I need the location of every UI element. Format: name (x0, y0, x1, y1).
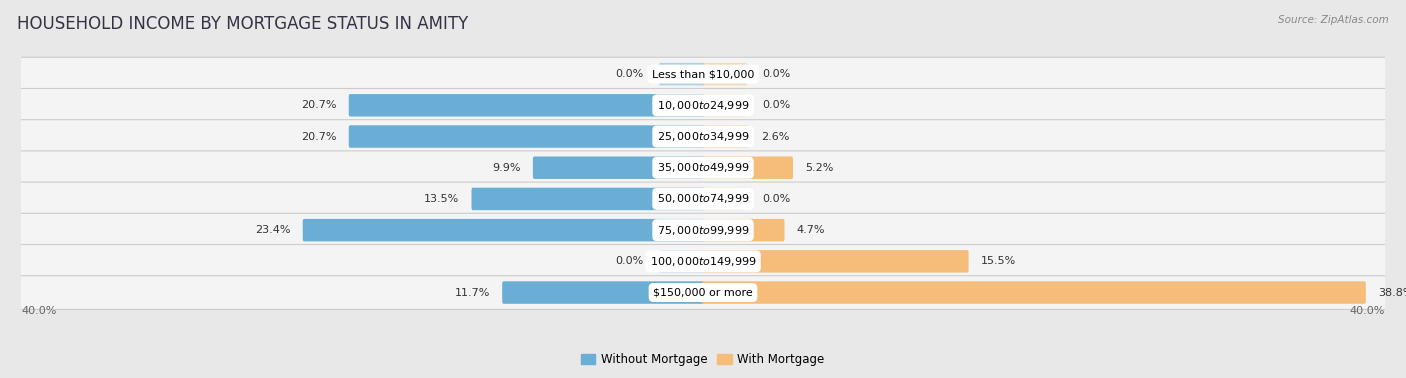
Text: 2.6%: 2.6% (761, 132, 789, 141)
FancyBboxPatch shape (10, 120, 1396, 153)
Text: 40.0%: 40.0% (21, 306, 56, 316)
FancyBboxPatch shape (10, 213, 1396, 247)
Text: 0.0%: 0.0% (762, 194, 792, 204)
FancyBboxPatch shape (702, 125, 748, 148)
FancyBboxPatch shape (702, 156, 793, 179)
Text: 4.7%: 4.7% (797, 225, 825, 235)
Text: 20.7%: 20.7% (301, 132, 336, 141)
Text: 5.2%: 5.2% (806, 163, 834, 173)
Text: 0.0%: 0.0% (762, 69, 792, 79)
FancyBboxPatch shape (502, 281, 704, 304)
Text: 11.7%: 11.7% (454, 288, 489, 297)
FancyBboxPatch shape (471, 188, 704, 210)
Text: 0.0%: 0.0% (762, 100, 792, 110)
Text: 40.0%: 40.0% (1350, 306, 1385, 316)
FancyBboxPatch shape (349, 94, 704, 116)
Text: $75,000 to $99,999: $75,000 to $99,999 (657, 224, 749, 237)
Text: Less than $10,000: Less than $10,000 (652, 69, 754, 79)
FancyBboxPatch shape (10, 245, 1396, 278)
Text: 38.8%: 38.8% (1378, 288, 1406, 297)
Text: $150,000 or more: $150,000 or more (654, 288, 752, 297)
FancyBboxPatch shape (302, 219, 704, 242)
Text: 13.5%: 13.5% (425, 194, 460, 204)
Text: 23.4%: 23.4% (254, 225, 291, 235)
Text: 20.7%: 20.7% (301, 100, 336, 110)
FancyBboxPatch shape (702, 250, 969, 273)
FancyBboxPatch shape (702, 63, 747, 85)
FancyBboxPatch shape (533, 156, 704, 179)
Text: 15.5%: 15.5% (981, 256, 1017, 266)
FancyBboxPatch shape (659, 250, 704, 273)
Text: $35,000 to $49,999: $35,000 to $49,999 (657, 161, 749, 174)
FancyBboxPatch shape (702, 281, 1365, 304)
FancyBboxPatch shape (10, 151, 1396, 184)
FancyBboxPatch shape (349, 125, 704, 148)
Text: HOUSEHOLD INCOME BY MORTGAGE STATUS IN AMITY: HOUSEHOLD INCOME BY MORTGAGE STATUS IN A… (17, 15, 468, 33)
FancyBboxPatch shape (702, 188, 747, 210)
FancyBboxPatch shape (659, 63, 704, 85)
Text: $50,000 to $74,999: $50,000 to $74,999 (657, 192, 749, 205)
Text: 0.0%: 0.0% (614, 256, 644, 266)
FancyBboxPatch shape (10, 276, 1396, 310)
Text: Source: ZipAtlas.com: Source: ZipAtlas.com (1278, 15, 1389, 25)
Text: $25,000 to $34,999: $25,000 to $34,999 (657, 130, 749, 143)
Text: $10,000 to $24,999: $10,000 to $24,999 (657, 99, 749, 112)
Text: 0.0%: 0.0% (614, 69, 644, 79)
FancyBboxPatch shape (10, 57, 1396, 91)
Text: $100,000 to $149,999: $100,000 to $149,999 (650, 255, 756, 268)
FancyBboxPatch shape (702, 219, 785, 242)
FancyBboxPatch shape (702, 94, 747, 116)
FancyBboxPatch shape (10, 182, 1396, 216)
Legend: Without Mortgage, With Mortgage: Without Mortgage, With Mortgage (576, 348, 830, 371)
FancyBboxPatch shape (10, 88, 1396, 122)
Text: 9.9%: 9.9% (492, 163, 520, 173)
